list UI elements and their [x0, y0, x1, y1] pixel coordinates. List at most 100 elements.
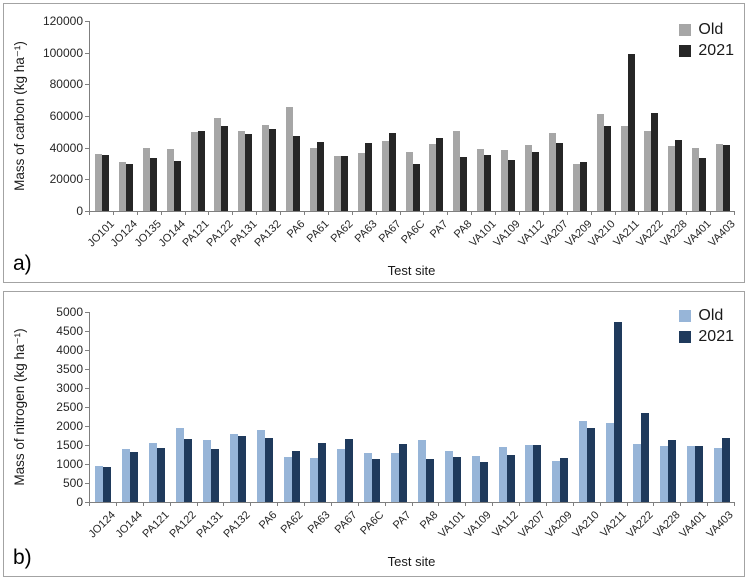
- x-tick-label: VA222: [624, 509, 656, 541]
- x-tick-label: JO124: [86, 509, 118, 541]
- x-tick-mark: [330, 502, 332, 506]
- bar-2021-va222: [640, 413, 649, 502]
- bar-2021-va209: [579, 161, 587, 211]
- bar-old-pa67: [381, 141, 389, 211]
- bar-old-pa6c: [405, 151, 413, 211]
- x-tick-mark: [208, 211, 210, 215]
- x-tick-mark: [160, 211, 162, 215]
- y-tick-mark: [85, 407, 89, 408]
- x-axis-title: Test site: [387, 263, 436, 278]
- bar-old-pa132: [229, 433, 238, 502]
- bar-2021-pa131: [245, 134, 253, 211]
- y-tick-label: 120000: [42, 14, 83, 28]
- x-tick-mark: [519, 502, 520, 506]
- x-tick-mark: [256, 211, 258, 215]
- y-tick-mark: [85, 445, 89, 446]
- bar-2021-pa67: [388, 132, 396, 211]
- plot-area: [89, 21, 735, 212]
- x-tick-mark: [142, 502, 144, 506]
- chart-panel-a: Mass of carbon (kg ha⁻¹) 0 20000 40000 6000…: [3, 3, 745, 283]
- y-axis-title: Mass of carbon (kg ha⁻¹): [12, 41, 27, 191]
- x-tick-label: VA109: [491, 218, 523, 250]
- y-tick-label: 20000: [49, 172, 83, 187]
- x-tick-label: PA121: [140, 509, 172, 541]
- bar-old-va222: [632, 444, 641, 502]
- bar-2021-pa132: [237, 435, 246, 502]
- x-tick-mark: [495, 211, 497, 215]
- x-tick-mark: [686, 211, 688, 215]
- plot-area: [89, 312, 735, 503]
- y-tick-label: 40000: [49, 140, 83, 155]
- bar-old-pa131: [238, 131, 246, 211]
- bar-2021-va207: [555, 142, 563, 211]
- bar-old-pa62: [283, 457, 292, 502]
- x-tick-label: PA63: [305, 509, 333, 536]
- x-tick-mark: [375, 211, 377, 215]
- y-tick-mark: [85, 179, 89, 181]
- bar-old-va211: [620, 125, 628, 211]
- y-tick-mark: [85, 350, 89, 351]
- x-tick-mark: [572, 502, 574, 506]
- bar-2021-va112: [506, 454, 515, 502]
- x-tick-mark: [614, 211, 616, 215]
- y-tick-mark: [85, 21, 89, 22]
- bar-old-pa8: [417, 440, 426, 502]
- x-tick-mark: [545, 502, 547, 506]
- x-tick-label: PA7: [390, 509, 414, 532]
- bar-2021-pa6: [293, 135, 301, 211]
- bar-2021-va222: [651, 112, 659, 211]
- legend-label: Old: [698, 21, 724, 38]
- bar-2021-va228: [675, 139, 683, 211]
- x-tick-mark: [710, 211, 712, 215]
- x-tick-mark: [384, 502, 386, 506]
- y-tick-label: 3500: [56, 362, 83, 376]
- bar-old-jo101: [94, 154, 102, 211]
- bar-old-va101: [477, 149, 485, 211]
- x-tick-label: PA67: [376, 218, 404, 245]
- x-axis-title: Test site: [387, 554, 436, 569]
- x-tick-mark: [519, 211, 520, 215]
- y-tick-label: 5000: [56, 305, 83, 319]
- bar-old-va228: [659, 446, 668, 502]
- bar-old-pa61: [309, 148, 317, 211]
- bar-old-va112: [498, 446, 507, 502]
- bar-2021-pa122: [221, 125, 229, 211]
- x-tick-mark: [438, 502, 440, 506]
- x-tick-mark: [399, 211, 401, 215]
- legend-swatch-icon: [679, 310, 692, 322]
- x-tick-mark: [169, 502, 171, 506]
- x-tick-mark: [465, 502, 467, 506]
- legend-item-old: Old: [679, 308, 734, 324]
- x-tick-mark: [566, 211, 568, 215]
- bar-2021-pa8: [460, 157, 468, 211]
- bar-old-va210: [579, 421, 588, 502]
- legend-label: 2021: [698, 42, 734, 59]
- x-tick-label: PA132: [221, 509, 253, 541]
- x-tick-mark: [707, 502, 709, 506]
- x-tick-mark: [590, 211, 592, 215]
- bar-2021-pa131: [210, 449, 219, 502]
- bar-old-pa121: [190, 131, 198, 211]
- x-tick-label: PA67: [332, 509, 360, 536]
- bar-2021-va112: [531, 151, 539, 211]
- panel-label: a): [13, 252, 32, 275]
- legend-item-2021: 2021: [679, 43, 734, 59]
- bar-2021-va101: [484, 154, 492, 211]
- bar-old-pa8: [453, 131, 461, 211]
- bar-old-jo144: [166, 149, 174, 211]
- bar-2021-pa62: [340, 155, 348, 211]
- y-tick-label: 4000: [56, 343, 83, 357]
- x-tick-label: PA6: [284, 218, 308, 241]
- bar-old-pa131: [202, 440, 211, 502]
- bar-2021-va109: [479, 461, 488, 502]
- x-tick-label: VA401: [682, 218, 714, 250]
- x-tick-label: VA209: [543, 509, 575, 541]
- bar-2021-va211: [614, 321, 623, 502]
- bar-old-pa7: [391, 452, 400, 502]
- x-tick-mark: [304, 502, 305, 506]
- y-tick-mark: [85, 147, 89, 149]
- legend: Old 2021: [679, 308, 734, 345]
- x-tick-label: VA207: [516, 509, 548, 541]
- y-tick-label: 1500: [56, 438, 83, 452]
- x-tick-label: PA61: [304, 218, 332, 245]
